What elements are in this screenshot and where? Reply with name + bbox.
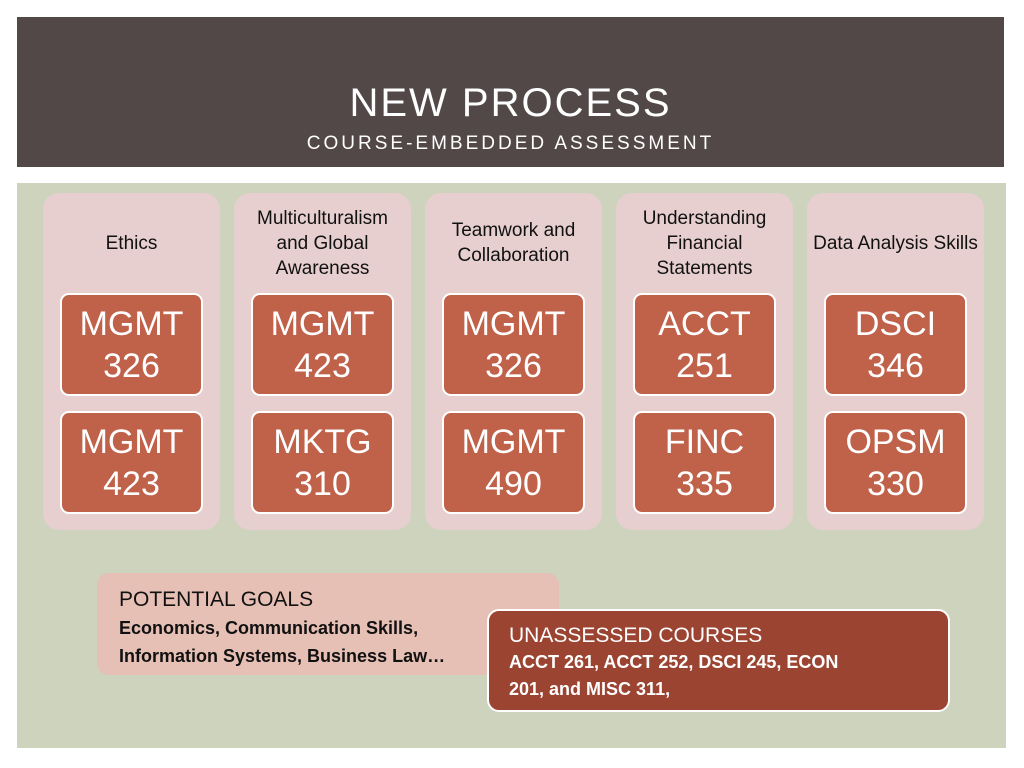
goal-title: Multiculturalism and Global Awareness bbox=[257, 207, 388, 279]
title-bar: NEW PROCESS COURSE-EMBEDDED ASSESSMENT bbox=[17, 17, 1004, 167]
course-number: 326 bbox=[103, 346, 160, 385]
course-dept: FINC bbox=[664, 422, 745, 461]
course-number: 423 bbox=[294, 346, 351, 385]
goal-title: Ethics bbox=[105, 232, 158, 254]
course-number: 490 bbox=[485, 464, 542, 503]
course-box: MGMT 326 bbox=[442, 293, 585, 396]
course-box: MGMT 423 bbox=[251, 293, 394, 396]
course-box: DSCI 346 bbox=[824, 293, 967, 396]
course-dept: OPSM bbox=[845, 422, 946, 461]
slide-title: NEW PROCESS bbox=[349, 81, 672, 125]
course-number: 330 bbox=[867, 464, 924, 503]
course-box: MGMT 326 bbox=[60, 293, 203, 396]
course-box: MKTG 310 bbox=[251, 411, 394, 514]
goal-title: Data Analysis Skills bbox=[813, 232, 978, 254]
course-number: 310 bbox=[294, 464, 351, 503]
goal-column-data-analysis: Data Analysis Skills DSCI 346 OPSM 330 bbox=[807, 193, 984, 530]
course-number: 326 bbox=[485, 346, 542, 385]
course-dept: MKTG bbox=[273, 422, 372, 461]
goal-title: Understanding Financial Statements bbox=[642, 207, 767, 279]
unassessed-courses-box: UNASSESSED COURSES ACCT 261, ACCT 252, D… bbox=[487, 609, 950, 712]
course-dept: MGMT bbox=[461, 422, 566, 461]
course-box: FINC 335 bbox=[633, 411, 776, 514]
goal-column-ethics: Ethics MGMT 326 MGMT 423 bbox=[43, 193, 220, 530]
course-dept: MGMT bbox=[270, 304, 375, 343]
goal-column-teamwork: Teamwork and Collaboration MGMT 326 MGMT… bbox=[425, 193, 602, 530]
course-number: 346 bbox=[867, 346, 924, 385]
course-dept: ACCT bbox=[658, 304, 751, 343]
potential-goals-box: POTENTIAL GOALS Economics, Communication… bbox=[97, 573, 559, 675]
course-box: MGMT 490 bbox=[442, 411, 585, 514]
course-dept: DSCI bbox=[854, 304, 937, 343]
unassessed-text: ACCT 261, ACCT 252, DSCI 245, ECON 201, … bbox=[509, 652, 839, 699]
course-dept: MGMT bbox=[79, 422, 184, 461]
potential-goals-text: Economics, Communication Skills, Informa… bbox=[119, 618, 446, 666]
course-box: ACCT 251 bbox=[633, 293, 776, 396]
course-box: MGMT 423 bbox=[60, 411, 203, 514]
unassessed-heading: UNASSESSED COURSES bbox=[509, 624, 763, 647]
course-number: 335 bbox=[676, 464, 733, 503]
course-number: 251 bbox=[676, 346, 733, 385]
course-number: 423 bbox=[103, 464, 160, 503]
goal-title: Teamwork and Collaboration bbox=[451, 220, 576, 266]
course-dept: MGMT bbox=[461, 304, 566, 343]
course-box: OPSM 330 bbox=[824, 411, 967, 514]
potential-goals-heading: POTENTIAL GOALS bbox=[119, 588, 314, 611]
goal-column-financial-statements: Understanding Financial Statements ACCT … bbox=[616, 193, 793, 530]
course-dept: MGMT bbox=[79, 304, 184, 343]
slide-subtitle: COURSE-EMBEDDED ASSESSMENT bbox=[306, 133, 715, 154]
goal-column-multiculturalism: Multiculturalism and Global Awareness MG… bbox=[234, 193, 411, 530]
